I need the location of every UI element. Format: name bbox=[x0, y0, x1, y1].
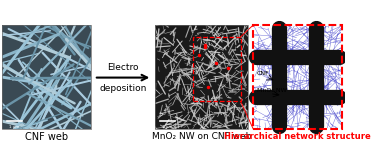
Bar bbox=[253, 25, 342, 129]
Text: CNF: CNF bbox=[257, 71, 270, 76]
Text: 1 μm: 1 μm bbox=[163, 125, 173, 129]
Text: CNF web: CNF web bbox=[25, 132, 68, 142]
Bar bbox=[253, 25, 342, 129]
Text: MnO₂ NW: MnO₂ NW bbox=[257, 88, 287, 93]
Bar bbox=[155, 25, 248, 129]
Text: Electro: Electro bbox=[107, 63, 139, 72]
Bar bbox=[2, 25, 91, 129]
Text: deposition: deposition bbox=[99, 84, 147, 93]
Bar bbox=[2, 25, 91, 129]
Text: Hierarchical network structure: Hierarchical network structure bbox=[224, 132, 371, 141]
Bar bbox=[155, 25, 248, 129]
Text: MnO₂ NW on CNF web: MnO₂ NW on CNF web bbox=[152, 132, 251, 141]
Text: 1 μm: 1 μm bbox=[9, 125, 20, 129]
Bar bbox=[193, 37, 241, 101]
